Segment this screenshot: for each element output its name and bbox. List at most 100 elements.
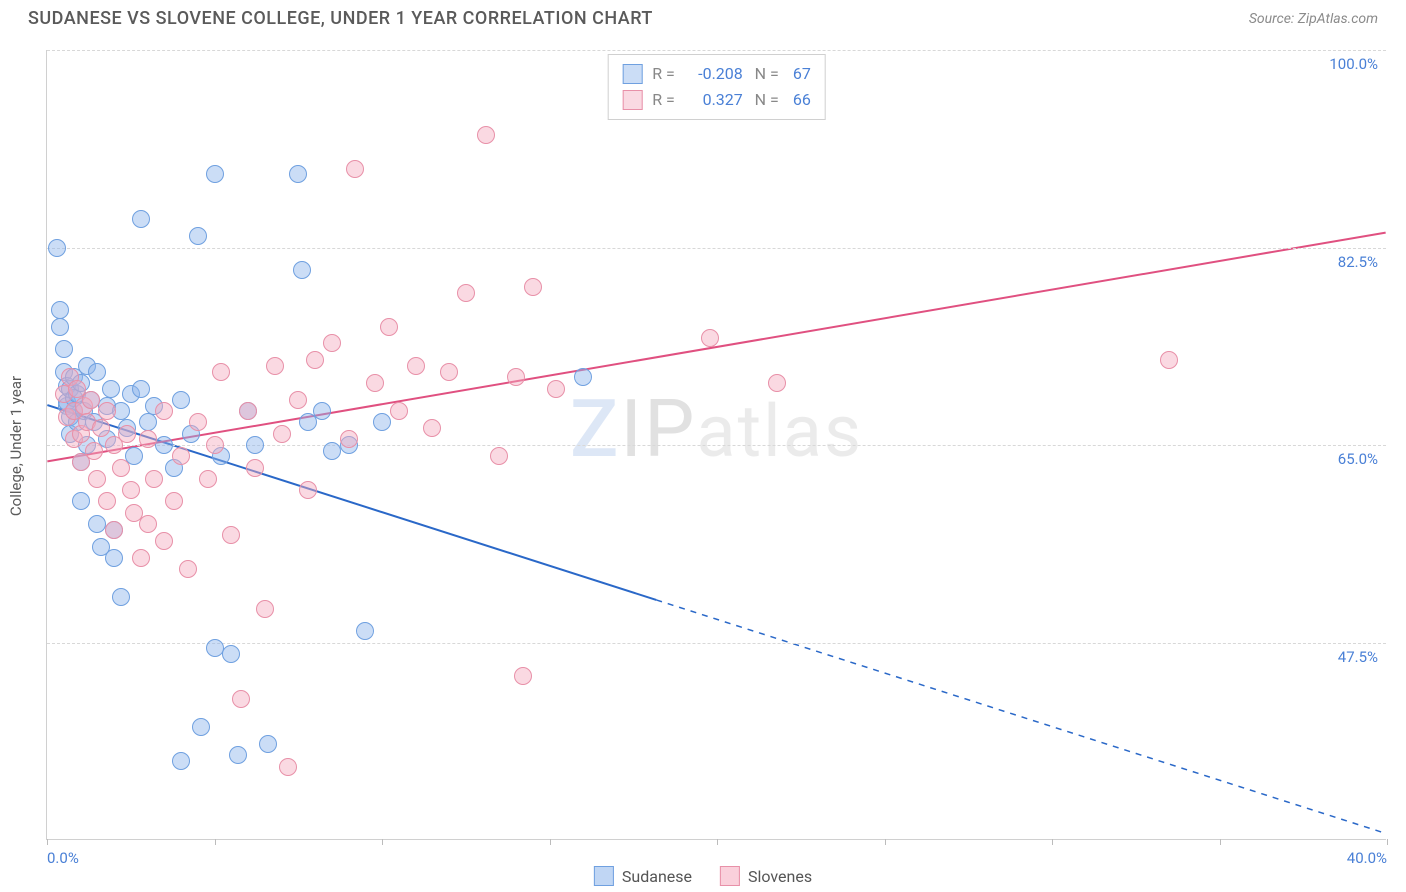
gridline bbox=[47, 643, 1386, 644]
data-point-slovenes bbox=[88, 470, 106, 488]
x-tick bbox=[717, 839, 718, 845]
data-point-slovenes bbox=[212, 363, 230, 381]
data-point-slovenes bbox=[246, 459, 264, 477]
data-point-sudanese bbox=[132, 210, 150, 228]
data-point-sudanese bbox=[172, 391, 190, 409]
y-tick-label: 100.0% bbox=[1329, 55, 1378, 73]
data-point-slovenes bbox=[306, 351, 324, 369]
data-point-slovenes bbox=[340, 430, 358, 448]
data-point-sudanese bbox=[88, 363, 106, 381]
data-point-slovenes bbox=[199, 470, 217, 488]
watermark: ZIPatlas bbox=[570, 382, 863, 476]
data-point-slovenes bbox=[701, 329, 719, 347]
data-point-slovenes bbox=[232, 690, 250, 708]
n-value-sudanese: 67 bbox=[783, 61, 811, 87]
data-point-slovenes bbox=[112, 459, 130, 477]
data-point-slovenes bbox=[179, 560, 197, 578]
swatch-sudanese-icon bbox=[594, 866, 614, 886]
data-point-slovenes bbox=[155, 402, 173, 420]
data-point-slovenes bbox=[82, 391, 100, 409]
data-point-slovenes bbox=[490, 447, 508, 465]
data-point-sudanese bbox=[206, 639, 224, 657]
data-point-sudanese bbox=[356, 622, 374, 640]
data-point-slovenes bbox=[172, 447, 190, 465]
data-point-slovenes bbox=[155, 532, 173, 550]
x-tick-label: 40.0% bbox=[1347, 849, 1387, 867]
data-point-sudanese bbox=[313, 402, 331, 420]
data-point-slovenes bbox=[189, 413, 207, 431]
data-point-slovenes bbox=[98, 402, 116, 420]
x-tick bbox=[382, 839, 383, 845]
source-attribution: Source: ZipAtlas.com bbox=[1249, 11, 1378, 27]
chart-header: SUDANESE VS SLOVENE COLLEGE, UNDER 1 YEA… bbox=[0, 0, 1406, 43]
legend-row-slovenes: R = 0.327 N = 66 bbox=[622, 87, 811, 113]
chart-title: SUDANESE VS SLOVENE COLLEGE, UNDER 1 YEA… bbox=[28, 8, 653, 29]
swatch-slovenes-icon bbox=[720, 866, 740, 886]
y-axis-label: College, Under 1 year bbox=[7, 376, 25, 516]
data-point-slovenes bbox=[346, 160, 364, 178]
series-legend: Sudanese Slovenes bbox=[594, 866, 812, 886]
data-point-sudanese bbox=[155, 436, 173, 454]
data-point-sudanese bbox=[48, 239, 66, 257]
data-point-slovenes bbox=[98, 492, 116, 510]
x-tick bbox=[1220, 839, 1221, 845]
data-point-sudanese bbox=[206, 165, 224, 183]
data-point-sudanese bbox=[105, 549, 123, 567]
n-value-slovenes: 66 bbox=[783, 87, 811, 113]
data-point-slovenes bbox=[105, 521, 123, 539]
swatch-sudanese bbox=[622, 64, 642, 84]
data-point-slovenes bbox=[139, 515, 157, 533]
data-point-slovenes bbox=[407, 357, 425, 375]
r-value-sudanese: -0.208 bbox=[679, 61, 743, 87]
x-tick bbox=[550, 839, 551, 845]
data-point-slovenes bbox=[165, 492, 183, 510]
legend-row-sudanese: R = -0.208 N = 67 bbox=[622, 61, 811, 87]
data-point-sudanese bbox=[189, 227, 207, 245]
data-point-slovenes bbox=[139, 430, 157, 448]
data-point-sudanese bbox=[373, 413, 391, 431]
data-point-slovenes bbox=[279, 758, 297, 776]
data-point-sudanese bbox=[132, 380, 150, 398]
scatter-chart: ZIPatlas R = -0.208 N = 67 R = 0.327 N =… bbox=[46, 50, 1386, 840]
data-point-sudanese bbox=[323, 442, 341, 460]
data-point-slovenes bbox=[273, 425, 291, 443]
data-point-sudanese bbox=[289, 165, 307, 183]
data-point-sudanese bbox=[172, 752, 190, 770]
data-point-sudanese bbox=[574, 368, 592, 386]
data-point-sudanese bbox=[222, 645, 240, 663]
data-point-sudanese bbox=[246, 436, 264, 454]
data-point-slovenes bbox=[323, 334, 341, 352]
data-point-slovenes bbox=[768, 374, 786, 392]
data-point-sudanese bbox=[192, 718, 210, 736]
data-point-slovenes bbox=[256, 600, 274, 618]
y-tick-label: 65.0% bbox=[1338, 450, 1378, 468]
regression-line-dashed-sudanese bbox=[656, 600, 1385, 833]
data-point-sudanese bbox=[88, 515, 106, 533]
data-point-sudanese bbox=[72, 492, 90, 510]
data-point-slovenes bbox=[507, 368, 525, 386]
data-point-slovenes bbox=[514, 667, 532, 685]
data-point-sudanese bbox=[112, 588, 130, 606]
data-point-slovenes bbox=[1160, 351, 1178, 369]
data-point-sudanese bbox=[259, 735, 277, 753]
data-point-slovenes bbox=[380, 318, 398, 336]
gridline bbox=[47, 50, 1386, 51]
data-point-sudanese bbox=[51, 301, 69, 319]
regression-line-slovenes bbox=[47, 233, 1385, 462]
legend-label-slovenes: Slovenes bbox=[748, 867, 812, 886]
x-tick bbox=[1387, 839, 1388, 845]
x-tick-label: 0.0% bbox=[47, 849, 79, 867]
data-point-slovenes bbox=[423, 419, 441, 437]
x-tick bbox=[47, 839, 48, 845]
data-point-slovenes bbox=[92, 419, 110, 437]
data-point-slovenes bbox=[206, 436, 224, 454]
r-value-slovenes: 0.327 bbox=[679, 87, 743, 113]
data-point-sudanese bbox=[229, 746, 247, 764]
data-point-slovenes bbox=[366, 374, 384, 392]
data-point-slovenes bbox=[289, 391, 307, 409]
data-point-slovenes bbox=[547, 380, 565, 398]
data-point-slovenes bbox=[457, 284, 475, 302]
data-point-slovenes bbox=[118, 425, 136, 443]
data-point-slovenes bbox=[440, 363, 458, 381]
y-tick-label: 82.5% bbox=[1338, 253, 1378, 271]
